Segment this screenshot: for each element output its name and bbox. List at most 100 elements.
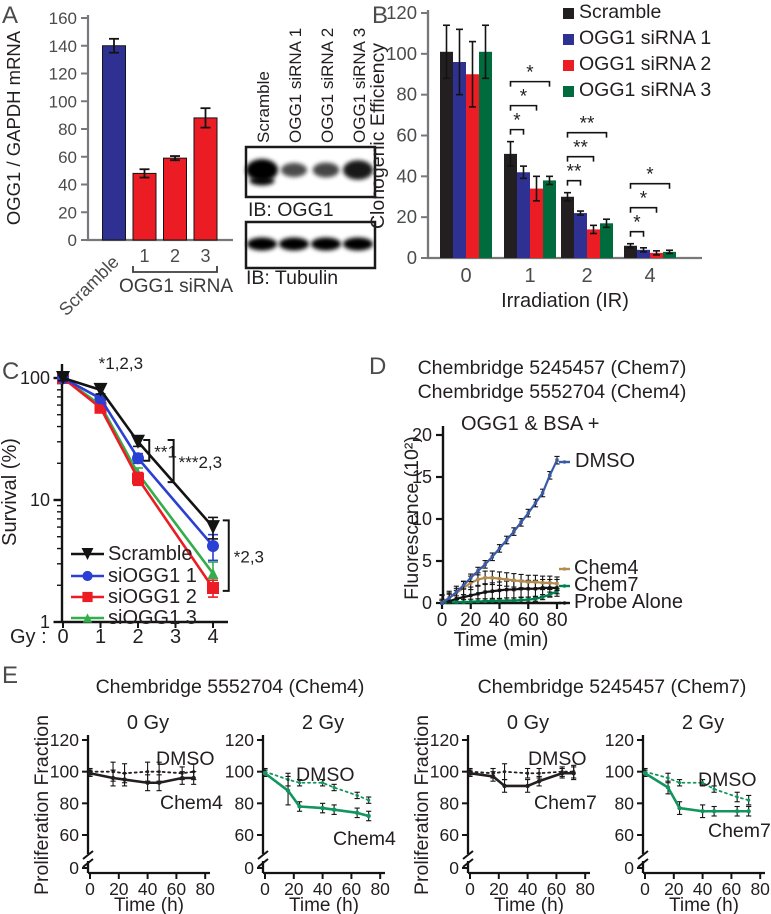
b-y-tick: 100	[386, 43, 417, 64]
b-bar	[574, 213, 587, 258]
e-series-label: DMSO	[528, 748, 587, 770]
b-bar	[466, 74, 479, 258]
e-x-tick: 80	[195, 879, 215, 899]
e-subplot-title: 2 Gy	[682, 712, 724, 734]
a-x-tick-scramble: Scramble	[55, 252, 123, 320]
b-bar	[561, 196, 574, 258]
e-y-tick: 0	[624, 858, 634, 878]
e-y-axis-label: Proliferation Fraction	[31, 715, 53, 895]
panel-c-letter: C	[2, 358, 20, 385]
a-x-tick: 1	[139, 246, 149, 266]
c-significance: **1	[154, 442, 177, 461]
e-y-tick: 60	[440, 825, 460, 845]
e-x-tick: 0	[260, 879, 270, 899]
c-significance: ***2,3	[179, 453, 222, 472]
a-y-tick: 60	[58, 148, 77, 167]
e-series-label: Chem7	[534, 792, 597, 814]
e-x-tick: 40	[518, 879, 538, 899]
b-x-tick: 1	[524, 265, 535, 287]
a-group-bracket-label: OGG1 siRNA	[119, 276, 233, 297]
a-y-tick: 140	[49, 37, 77, 56]
b-bar	[543, 180, 556, 258]
b-x-axis-label: Irradiation (IR)	[501, 290, 629, 312]
d-x-tick: 20	[460, 610, 481, 631]
e-y-tick: 100	[605, 762, 634, 782]
b-y-tick: 80	[396, 84, 417, 105]
d-x-tick: 80	[546, 610, 567, 631]
e-series-label: Chem4	[333, 828, 396, 850]
a-bar-2	[163, 157, 187, 241]
e-x-axis-label: Time (h)	[494, 895, 564, 914]
e-series-label: DMSO	[296, 764, 355, 786]
a-y-tick: 160	[49, 9, 77, 28]
b-significance: *	[633, 213, 641, 234]
panel-d-title-line1: Chembridge 5245457 (Chem7)	[417, 357, 687, 379]
d-y-tick: 10	[412, 509, 432, 529]
e-y-tick: 120	[430, 730, 459, 750]
b-bar	[663, 251, 676, 258]
c-y-tick: 1	[40, 612, 50, 632]
b-bar	[637, 249, 650, 258]
a-y-tick: 120	[49, 65, 77, 84]
e-y-tick: 0	[449, 858, 459, 878]
blot-lane-label: OGG1 siRNA 1	[286, 28, 305, 143]
e-y-tick: 0	[69, 858, 79, 878]
b-legend-swatch	[563, 86, 574, 97]
e-x-tick: 60	[547, 879, 567, 899]
d-x-tick: 0	[437, 610, 448, 631]
panel-d-title-line2: Chembridge 5552704 (Chem4)	[417, 381, 687, 403]
c-x-tick: 2	[132, 626, 143, 648]
e-y-tick: 120	[50, 730, 79, 750]
e-x-axis-label: Time (h)	[289, 895, 359, 914]
b-bar	[587, 229, 600, 258]
c-y-axis-label: Survival (%)	[0, 438, 21, 546]
b-legend-label: Scramble	[579, 1, 661, 23]
blot-lane-label: Scramble	[254, 71, 273, 143]
e-x-tick: 20	[664, 879, 684, 899]
d-y-tick: 15	[412, 467, 432, 487]
b-y-axis-label: Clonogenic Efficiency	[367, 43, 389, 229]
panel-a-western-blot: Scramble OGG1 siRNA 1 OGG1 siRNA 2 OGG1 siR…	[244, 28, 377, 289]
e-subplot-title: 0 Gy	[127, 712, 169, 734]
c-x-tick: 3	[170, 626, 181, 648]
e-x-tick: 20	[109, 879, 129, 899]
b-significance: *	[513, 111, 521, 132]
b-bar	[517, 172, 530, 258]
e-x-tick: 40	[313, 879, 333, 899]
e-y-tick: 80	[440, 793, 460, 813]
b-legend-label: OGG1 siRNA 2	[579, 53, 711, 75]
e-y-axis-label: Proliferation Fraction	[411, 715, 433, 895]
b-significance: **	[580, 114, 595, 135]
b-legend-swatch	[563, 34, 574, 45]
b-significance: **	[573, 138, 588, 159]
e-y-tick: 120	[225, 730, 254, 750]
panel-e-letter: E	[2, 662, 19, 689]
e-y-tick: 80	[235, 793, 255, 813]
panel-e-title-chem7: Chembridge 5245457 (Chem7)	[477, 676, 747, 698]
a-bar-3	[193, 117, 218, 241]
b-y-tick: 60	[396, 125, 417, 146]
d-series-label: DMSO	[575, 450, 635, 472]
e-y-tick: 60	[235, 825, 255, 845]
a-x-tick: 3	[200, 246, 210, 266]
e-y-tick: 0	[244, 858, 254, 878]
e-x-axis-label: Time (h)	[669, 895, 739, 914]
a-y-tick: 40	[58, 176, 77, 195]
panel-d-letter: D	[369, 353, 387, 380]
e-x-tick: 60	[342, 879, 362, 899]
ib-ogg1-label: IB: OGG1	[248, 199, 334, 221]
a-bar-Scramble	[102, 45, 126, 241]
b-bar	[530, 188, 543, 258]
e-x-tick: 80	[575, 879, 595, 899]
a-y-axis-label: OGG1 / GAPDH mRNA	[3, 30, 24, 225]
d-x-axis-label: Time (min)	[454, 629, 549, 651]
c-y-tick: 100	[20, 368, 50, 388]
e-x-tick: 80	[750, 879, 770, 899]
b-bar	[600, 223, 613, 258]
c-x-tick: 4	[207, 626, 218, 648]
panel-b-letter: B	[372, 2, 389, 29]
e-x-tick: 0	[85, 879, 95, 899]
e-y-tick: 100	[50, 762, 79, 782]
